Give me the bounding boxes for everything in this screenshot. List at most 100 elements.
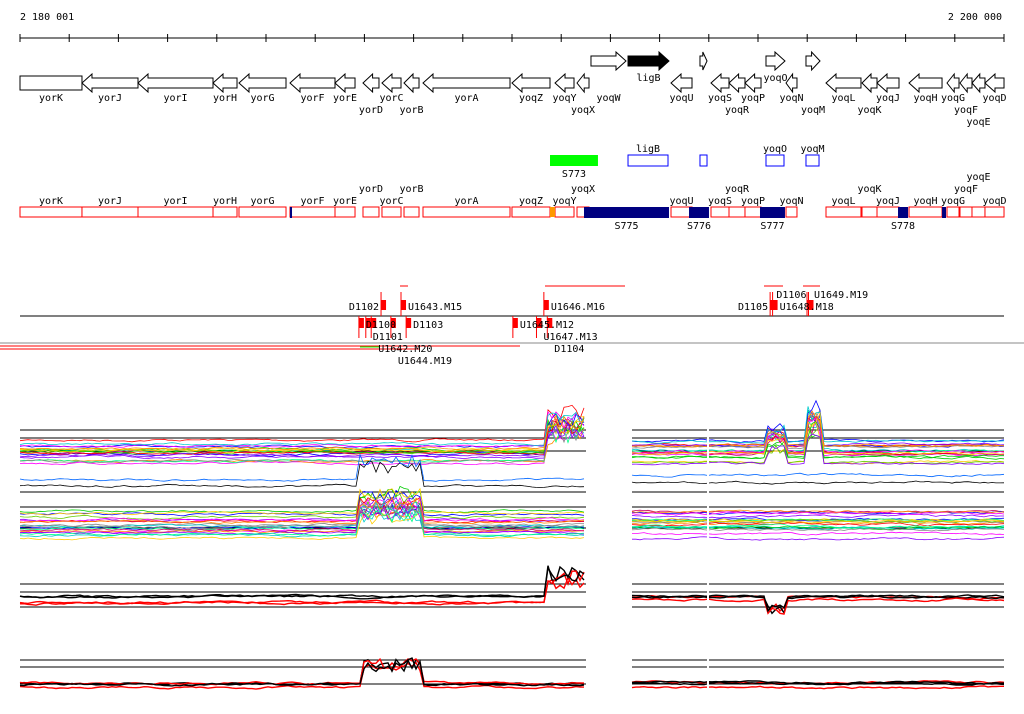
gene-box-yorH (212, 206, 238, 218)
terminator-marker (401, 300, 407, 310)
gene-box-label: yoqN (779, 196, 803, 207)
gene-box-yoqG (946, 206, 960, 218)
gene-box-label: yoqD (982, 196, 1006, 207)
gene-arrow-yoqO (765, 50, 786, 72)
gene-arrow-yorD (362, 72, 380, 94)
gene-box-yoqF (959, 206, 973, 218)
expression-profile-line (19, 410, 585, 448)
expression-profile-line (631, 680, 1005, 686)
gene-label: yorF (300, 93, 324, 104)
gene-label: yoqK (857, 105, 881, 116)
gene-arrow-yorA (422, 72, 511, 94)
gene-arrow-yoqG (946, 72, 960, 94)
terminator-marker (512, 318, 518, 328)
gene-label: yoqW (596, 93, 621, 104)
gene-box-label: yoqF (954, 184, 978, 195)
gene-box-yorG (238, 206, 287, 218)
gene-label: yoqX (571, 105, 595, 116)
terminator-label: D1105 (738, 302, 768, 313)
segment-label: S775 (614, 221, 638, 232)
gene-box-yoqR (728, 206, 746, 218)
expression-profile-line (19, 658, 585, 687)
gene-box-label: yoqJ (876, 196, 900, 207)
gene-arrow-yoqK (861, 72, 878, 94)
segment-label: S778 (891, 221, 915, 232)
gene-box-label: yoqY (552, 196, 576, 207)
gene-label: yoqJ (876, 93, 900, 104)
expression-profile-line (19, 657, 585, 686)
gene-box-label: yorG (250, 196, 274, 207)
expression-profile-line (19, 428, 585, 464)
gene-arrow-yoqH (908, 72, 943, 94)
feature-label: S773 (562, 169, 586, 180)
terminator-label: D1100 (366, 320, 396, 331)
gene-arrow-unnamed (699, 51, 708, 71)
gene-label: yorE (333, 93, 357, 104)
gene-arrow-yorF (289, 72, 336, 94)
gene-label: yoqN (779, 93, 803, 104)
expression-profile-line (19, 502, 585, 529)
gene-label: yorA (454, 93, 478, 104)
expression-profile-line (19, 505, 585, 535)
terminator-label: U1647.M13 (543, 332, 597, 343)
expression-profile-line (19, 657, 585, 687)
segment-S777 (759, 207, 785, 218)
segment-label: S777 (760, 221, 784, 232)
expression-profile-line (19, 505, 585, 531)
gene-label: yoqP (741, 93, 765, 104)
gene-label: yorC (379, 93, 403, 104)
terminator-marker (772, 300, 778, 310)
gene-box-label: yorD (359, 184, 383, 195)
gene-box-yoqJ (876, 206, 900, 218)
gene-arrow-yorG (238, 72, 287, 94)
gene-box-yorD (362, 206, 380, 218)
segment-unnamed (289, 207, 293, 218)
expression-profile-line (632, 536, 1005, 541)
gene-label: yorH (213, 93, 237, 104)
gene-box-yoqE (971, 206, 986, 218)
expression-profile-line (631, 523, 1005, 529)
feature-S773 (550, 155, 598, 166)
gene-box-yorB (403, 206, 420, 218)
terminator-label: D1104 (554, 344, 584, 355)
terminator-marker (371, 318, 377, 328)
gene-label: yorJ (98, 93, 122, 104)
gene-box-label: yoqG (941, 196, 965, 207)
expression-profile-line (632, 531, 1005, 536)
expression-profile-line (19, 420, 585, 453)
gene-box-label: yorB (399, 184, 423, 195)
expression-profile-line (19, 416, 585, 454)
gene-label: yoqO (763, 73, 787, 84)
gene-label: yoqF (954, 105, 978, 116)
expression-profile-line (19, 507, 585, 534)
expression-profile-line (19, 489, 585, 517)
gene-arrow-yoqS (710, 72, 730, 94)
terminator-marker (365, 318, 371, 328)
terminator-label: U1643.M15 (408, 302, 462, 313)
gene-box-yoqN (785, 206, 798, 218)
gene-arrow-yorI (137, 72, 214, 94)
gene-box-yoqY (554, 206, 575, 218)
gene-label: yoqY (552, 93, 576, 104)
orange-segment (550, 207, 555, 217)
feature-ligB (627, 154, 669, 167)
expression-profile-line (19, 404, 585, 443)
gene-arrow-yoqY (554, 72, 575, 94)
gene-box-label: yoqZ (519, 196, 543, 207)
gene-arrow-yorH (212, 72, 238, 94)
feature-label: yoqM (800, 144, 824, 155)
expression-profile-line (631, 681, 1005, 686)
gene-box-yoqH (908, 206, 943, 218)
gene-box-yorF (289, 206, 336, 218)
gene-box-label: yoqK (857, 184, 881, 195)
segment-S776 (689, 207, 709, 218)
gene-box-label: yorH (213, 196, 237, 207)
expression-profile-line (19, 411, 585, 447)
feature-yoqO (765, 154, 785, 167)
expression-profile-line (631, 411, 1005, 456)
gene-box-label: yorF (300, 196, 324, 207)
gene-box-label: yorJ (98, 196, 122, 207)
expression-profile-line (631, 511, 1005, 516)
gene-box-yoqZ (511, 206, 551, 218)
terminator-label: D1102 (349, 302, 379, 313)
